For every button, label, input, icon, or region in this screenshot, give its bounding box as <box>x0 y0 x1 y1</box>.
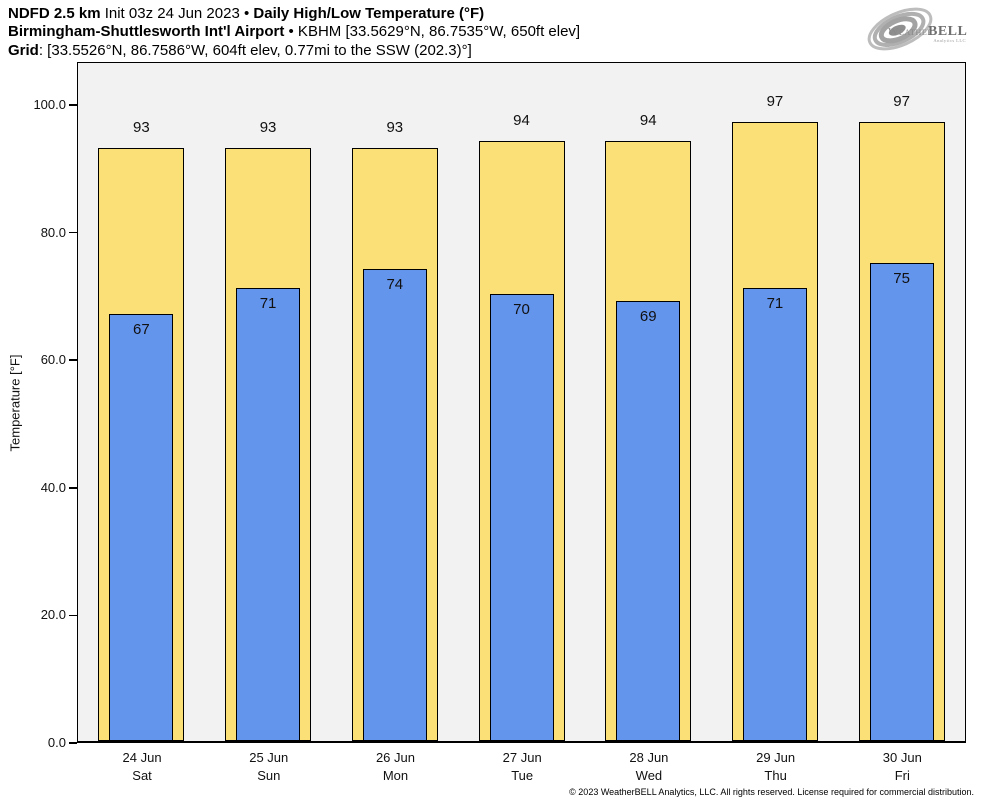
low-value-label: 67 <box>133 320 150 338</box>
x-tick-label: 27 Jun Tue <box>462 749 582 785</box>
grid-label: Grid <box>8 41 39 59</box>
low-bar <box>616 300 681 741</box>
plot-area: 93 67 93 71 93 74 94 70 94 69 97 71 97 75 <box>77 62 966 743</box>
low-bar <box>489 294 554 741</box>
y-tick-mark <box>69 104 77 106</box>
high-value-label: 93 <box>386 118 404 136</box>
y-tick-label: 100.0 <box>33 97 66 112</box>
x-tick-date: 30 Jun <box>882 750 922 765</box>
model-name: NDFD 2.5 km <box>8 5 101 22</box>
title-line-1: NDFD 2.5 km Init 03z 24 Jun 2023 • Daily… <box>8 5 580 23</box>
high-value-label: 94 <box>639 112 657 130</box>
chart-header: NDFD 2.5 km Init 03z 24 Jun 2023 • Daily… <box>8 5 580 60</box>
x-tick-label: 28 Jun Wed <box>589 749 709 785</box>
high-value-label: 97 <box>766 93 784 111</box>
low-bar <box>362 268 427 741</box>
low-value-label: 69 <box>639 307 657 325</box>
init-time: Init 03z 24 Jun 2023 • <box>104 5 250 22</box>
x-tick-date: 28 Jun <box>629 750 669 765</box>
x-tick-label: 29 Jun Thu <box>716 749 836 785</box>
station-meta: • KBHM [33.5629°N, 86.7535°W, 650ft elev… <box>288 23 581 41</box>
y-tick-mark <box>69 486 77 489</box>
grid-meta: : [33.5526°N, 86.7586°W, 604ft elev, 0.7… <box>38 41 472 59</box>
low-bar <box>109 313 174 741</box>
x-tick-weekday: Mon <box>382 768 409 783</box>
low-value-label: 75 <box>893 269 910 287</box>
x-tick-label: 25 Jun Sun <box>209 749 329 785</box>
y-tick-label: 0.0 <box>47 735 66 750</box>
high-value-label: 97 <box>893 93 910 111</box>
x-tick-date: 29 Jun <box>756 750 796 765</box>
logo-subtext: Analytics LLC <box>933 38 966 43</box>
x-tick-date: 26 Jun <box>375 750 415 765</box>
y-tick-label: 40.0 <box>40 479 66 495</box>
low-value-label: 70 <box>513 301 530 319</box>
y-tick-label: 60.0 <box>40 352 66 368</box>
x-tick-weekday: Fri <box>894 768 910 783</box>
x-tick-date: 24 Jun <box>122 750 162 765</box>
x-tick-weekday: Wed <box>635 768 663 783</box>
low-value-label: 74 <box>386 275 404 293</box>
x-tick-date: 27 Jun <box>502 750 542 765</box>
station-name: Birmingham-Shuttlesworth Int'l Airport <box>8 23 285 41</box>
weatherbell-logo: Weather BELL Analytics LLC <box>867 7 967 51</box>
high-value-label: 93 <box>133 118 150 136</box>
y-tick-mark <box>69 359 77 362</box>
low-value-label: 71 <box>766 295 784 313</box>
y-axis-label: Temperature [°F] <box>7 354 23 452</box>
y-tick-mark <box>69 231 77 234</box>
x-tick-label: 24 Jun Sat <box>82 749 202 785</box>
product-name: Daily High/Low Temperature (°F) <box>253 5 485 22</box>
title-line-3: Grid: [33.5526°N, 86.7586°W, 604ft elev,… <box>8 42 580 60</box>
x-tick-weekday: Sun <box>257 768 281 783</box>
y-tick-label: 80.0 <box>40 224 66 240</box>
low-bar <box>236 288 301 741</box>
y-tick-mark <box>69 742 77 744</box>
x-tick-weekday: Tue <box>511 768 534 783</box>
copyright-notice: © 2023 WeatherBELL Analytics, LLC. All r… <box>569 787 974 797</box>
hurricane-swirl-icon <box>867 7 933 51</box>
x-tick-weekday: Sat <box>132 768 152 783</box>
title-line-2: Birmingham-Shuttlesworth Int'l Airport •… <box>8 23 580 41</box>
low-bar <box>742 288 807 741</box>
x-tick-date: 25 Jun <box>249 750 289 765</box>
logo-bell-text: BELL <box>928 24 967 39</box>
logo-weather-text: Weather <box>888 26 933 38</box>
high-value-label: 93 <box>259 118 277 136</box>
x-tick-weekday: Thu <box>764 768 787 783</box>
low-bar <box>869 262 934 741</box>
y-tick-mark <box>69 614 77 617</box>
low-value-label: 71 <box>259 295 277 313</box>
x-tick-label: 26 Jun Mon <box>335 749 455 785</box>
x-tick-label: 30 Jun Fri <box>842 749 962 785</box>
high-value-label: 94 <box>513 112 530 130</box>
y-tick-label: 20.0 <box>40 607 66 623</box>
